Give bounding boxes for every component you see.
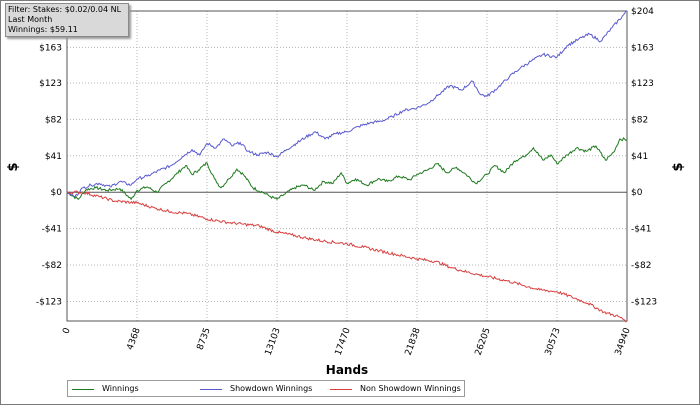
x-tick-label: 17470 xyxy=(334,326,353,357)
y-tick-label-right: $123 xyxy=(631,79,654,89)
legend-label: Showdown Winnings xyxy=(230,384,313,393)
x-tick-label: 26205 xyxy=(474,327,493,357)
x-tick-label: 8735 xyxy=(196,327,213,352)
y-tick-label-left: $0 xyxy=(51,188,63,198)
gridlines xyxy=(67,10,627,321)
series-lines xyxy=(66,10,628,323)
y-tick-labels-right: -$123 -$82 -$41 $0 $41 $82 $123 $163 $204 xyxy=(631,7,657,307)
series-line-non-showdown-winnings xyxy=(66,190,628,323)
chart-legend: Winnings Showdown Winnings Non Showdown … xyxy=(67,380,465,397)
legend-swatch xyxy=(330,389,352,390)
y-tick-label-right: -$41 xyxy=(631,225,651,235)
filter-info-box: Filter: Stakes: $0.02/0.04 NL Last Month… xyxy=(5,3,129,37)
y-tick-label-right: $82 xyxy=(631,115,648,125)
y-tick-label-right: $204 xyxy=(631,7,654,17)
filter-stakes-text: Filter: Stakes: $0.02/0.04 NL xyxy=(8,5,122,14)
y-tick-label-left: $163 xyxy=(39,43,62,53)
x-axis-label: Hands xyxy=(326,363,368,377)
y-tick-label-left: $41 xyxy=(45,152,62,162)
x-tick-label: 30573 xyxy=(544,327,563,357)
x-tick-label: 4368 xyxy=(126,326,143,351)
legend-label: Winnings xyxy=(102,384,139,393)
plot-area-border xyxy=(66,10,628,322)
legend-swatch xyxy=(200,389,222,390)
y-tick-label-right: $0 xyxy=(631,188,643,198)
y-tick-label-right: -$123 xyxy=(631,297,657,307)
y-tick-label-right: $41 xyxy=(631,152,648,162)
filter-period-text: Last Month xyxy=(8,15,53,24)
filter-winnings-text: Winnings: $59.11 xyxy=(8,25,78,34)
y-tick-label-left: -$41 xyxy=(42,225,62,235)
y-tick-label-left: -$123 xyxy=(36,297,62,307)
x-tick-label: 13103 xyxy=(264,327,283,357)
legend-swatch xyxy=(72,389,94,390)
y-axis-label-right: $ xyxy=(671,162,686,171)
y-tick-label-right: $163 xyxy=(631,43,654,53)
y-axis-label-left: $ xyxy=(6,162,21,171)
y-tick-label-right: -$82 xyxy=(631,261,651,271)
legend-label: Non Showdown Winnings xyxy=(360,384,461,393)
y-tick-label-left: -$82 xyxy=(42,261,62,271)
series-line-winnings xyxy=(66,136,628,201)
y-tick-label-left: $123 xyxy=(39,79,62,89)
x-tick-label: 34940 xyxy=(614,326,633,357)
x-tick-labels: 0 4368 8735 13103 17470 21838 26205 30573 34940 xyxy=(61,326,632,357)
y-tick-labels-left: -$123-$82-$41$0$41$82$123$163$204 xyxy=(36,7,62,307)
series-line-showdown-winnings xyxy=(66,10,628,198)
x-tick-label: 0 xyxy=(61,326,72,335)
x-tick-label: 21838 xyxy=(404,326,423,357)
y-tick-label-left: $82 xyxy=(45,115,62,125)
